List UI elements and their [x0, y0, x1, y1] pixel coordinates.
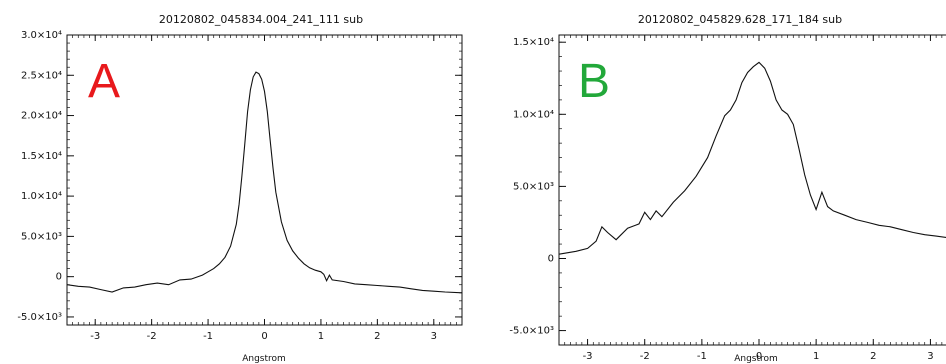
y-tick-label: -5.0×10³	[17, 312, 62, 323]
y-tick-label: 5.0×10³	[513, 181, 554, 192]
x-axis-label: Angstrom	[242, 354, 286, 364]
y-tick-label: 1.5×10⁴	[21, 151, 62, 162]
y-tick-label: 0	[548, 253, 554, 264]
y-tick-label: 0	[56, 272, 62, 283]
x-tick-label: 2	[374, 331, 380, 342]
x-tick-label: -3	[583, 351, 593, 362]
y-tick-label: 1.5×10⁴	[513, 37, 554, 48]
x-axis: -3 -2 -1 0 1 2 3	[558, 35, 943, 362]
x-axis-label: Angstrom	[734, 354, 778, 364]
y-tick-label: 1.0×10⁴	[513, 109, 554, 120]
x-tick-label: -2	[147, 331, 157, 342]
plot-frame	[66, 34, 463, 326]
panel-label: A	[88, 55, 120, 108]
panel-label: B	[578, 55, 610, 108]
plot-frame	[558, 34, 946, 346]
y-tick-label: 1.0×10⁴	[21, 191, 62, 202]
x-tick-label: 2	[870, 351, 876, 362]
x-tick-label: 3	[431, 331, 437, 342]
y-axis: -5.0×10³ 0 5.0×10³ 1.0×10⁴ 1.5×10⁴	[509, 37, 566, 346]
x-tick-label: 1	[318, 331, 324, 342]
x-tick-label: -1	[697, 351, 707, 362]
x-tick-label: -2	[640, 351, 650, 362]
chart-panel-b: 20120802_045829.628_171_184 sub B -3 -2 -1…	[509, 13, 946, 364]
y-tick-label: 2.5×10⁴	[21, 70, 62, 81]
data-line	[66, 71, 463, 294]
chart-title: 20120802_045829.628_171_184 sub	[638, 13, 842, 26]
x-tick-label: -1	[203, 331, 213, 342]
x-tick-label: 1	[813, 351, 819, 362]
y-tick-label: 5.0×10³	[21, 231, 62, 242]
y-tick-label: -5.0×10³	[509, 326, 554, 337]
y-tick-label: 2.0×10⁴	[21, 111, 62, 122]
x-tick-label: 0	[261, 331, 267, 342]
y-tick-label: 3.0×10⁴	[21, 30, 62, 41]
data-line	[558, 61, 946, 255]
chart-title: 20120802_045834.004_241_111 sub	[159, 13, 363, 26]
y-axis: -5.0×10³ 0 5.0×10³ 1.0×10⁴ 1.5×10⁴ 2.0×10⁴ 2.5…	[17, 30, 462, 326]
x-tick-label: 0	[756, 351, 762, 362]
chart-panel-a: 20120802_045834.004_241_111 sub A -3 -2 -1…	[17, 13, 463, 364]
x-tick-label: -3	[90, 331, 100, 342]
x-tick-label: 3	[927, 351, 933, 362]
x-axis: -3 -2 -1 0 1 2 3	[66, 35, 463, 342]
